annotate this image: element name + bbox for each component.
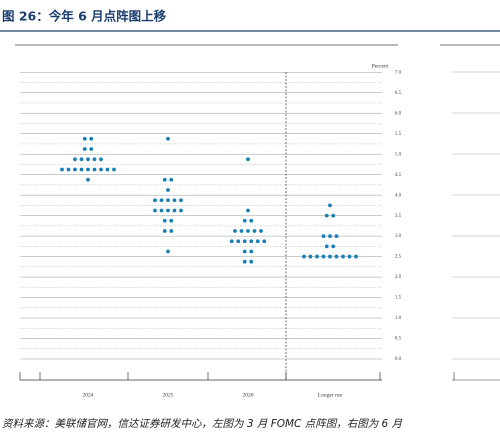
right-panel-stub	[452, 71, 500, 381]
dot	[105, 167, 110, 172]
dot	[92, 167, 97, 172]
dot	[179, 198, 183, 203]
dot	[255, 239, 260, 244]
dot	[242, 239, 247, 244]
dot	[172, 208, 177, 213]
dot	[252, 229, 257, 233]
dot	[242, 259, 247, 264]
y-axis-label: Percent	[372, 63, 389, 69]
y-tick-label: 2.0	[395, 275, 402, 280]
dot	[236, 239, 241, 244]
dot	[179, 208, 183, 213]
y-tick-label: 5.5	[395, 132, 402, 137]
dot	[321, 254, 326, 259]
y-tick-label: 7.0	[395, 70, 402, 75]
dot	[112, 167, 116, 172]
dot	[162, 218, 167, 223]
dot	[324, 244, 329, 249]
dot	[341, 254, 345, 259]
dot	[249, 249, 254, 254]
dot	[82, 147, 87, 151]
y-tick-label: 4.5	[395, 173, 402, 178]
dot	[169, 177, 174, 182]
y-tick-label: 3.0	[395, 234, 402, 239]
source-note: 资料来源：美联储官网，信达证券研发中心，左图为 3 月 FOMC 点阵图，右图为…	[2, 418, 403, 430]
dot	[324, 213, 329, 218]
y-tick-label: 4.0	[395, 193, 402, 198]
y-tick-label: 1.5	[395, 296, 402, 301]
dot	[60, 167, 64, 172]
dot	[249, 218, 254, 223]
dot	[89, 147, 94, 151]
dot	[66, 167, 71, 172]
dot	[262, 239, 267, 244]
dot	[86, 177, 90, 182]
dot	[73, 167, 77, 172]
dot	[246, 157, 250, 162]
dot	[166, 208, 170, 213]
x-tick-label: 2026	[243, 392, 254, 398]
x-tick-label: Longer run	[318, 392, 343, 398]
dot	[331, 213, 336, 218]
dot	[166, 249, 170, 254]
dot	[172, 198, 177, 203]
dot	[321, 234, 326, 239]
dot	[92, 157, 97, 162]
x-tick-label: 2025	[163, 392, 174, 398]
dot	[328, 254, 332, 259]
dot	[159, 198, 164, 203]
dot	[249, 259, 254, 264]
dot	[233, 229, 237, 233]
dot	[334, 254, 339, 259]
dot	[89, 136, 94, 141]
dot	[86, 157, 90, 162]
dot	[331, 244, 336, 249]
dot	[82, 136, 87, 141]
dot	[249, 239, 254, 244]
dot	[86, 167, 90, 172]
dot	[328, 203, 332, 208]
dot	[79, 167, 84, 172]
y-tick-label: 3.5	[395, 214, 402, 219]
dot	[73, 157, 77, 162]
dot	[242, 249, 247, 254]
dot	[166, 136, 170, 141]
dot	[347, 254, 352, 259]
x-tick-label: 2024	[83, 392, 94, 398]
dot	[166, 198, 170, 203]
y-tick-label: 1.0	[395, 316, 402, 321]
dot	[302, 254, 306, 259]
dot	[169, 218, 174, 223]
dot	[246, 208, 250, 213]
dot	[354, 254, 358, 259]
dot	[153, 208, 157, 213]
dot	[246, 229, 250, 233]
y-tick-label: 5.0	[395, 152, 402, 157]
dot	[99, 167, 103, 172]
dot	[308, 254, 313, 259]
dot	[79, 157, 84, 162]
dot	[169, 229, 174, 233]
dot	[99, 157, 103, 162]
dot	[328, 234, 332, 239]
dot	[162, 177, 167, 182]
dot	[315, 254, 319, 259]
dot	[239, 229, 244, 233]
dot	[166, 188, 170, 192]
y-tick-label: 0.0	[395, 357, 402, 362]
dot	[259, 229, 263, 233]
y-tick-label: 6.5	[395, 91, 402, 96]
dot	[153, 198, 157, 203]
dot	[159, 208, 164, 213]
figure-title: 图 26：今年 6 月点阵图上移	[2, 9, 167, 24]
y-tick-label: 6.0	[395, 111, 402, 116]
dot	[162, 229, 167, 233]
y-tick-label: 2.5	[395, 255, 402, 260]
dot	[242, 218, 247, 223]
dot	[229, 239, 234, 244]
dot	[334, 234, 339, 239]
y-tick-label: 0.5	[395, 337, 402, 342]
